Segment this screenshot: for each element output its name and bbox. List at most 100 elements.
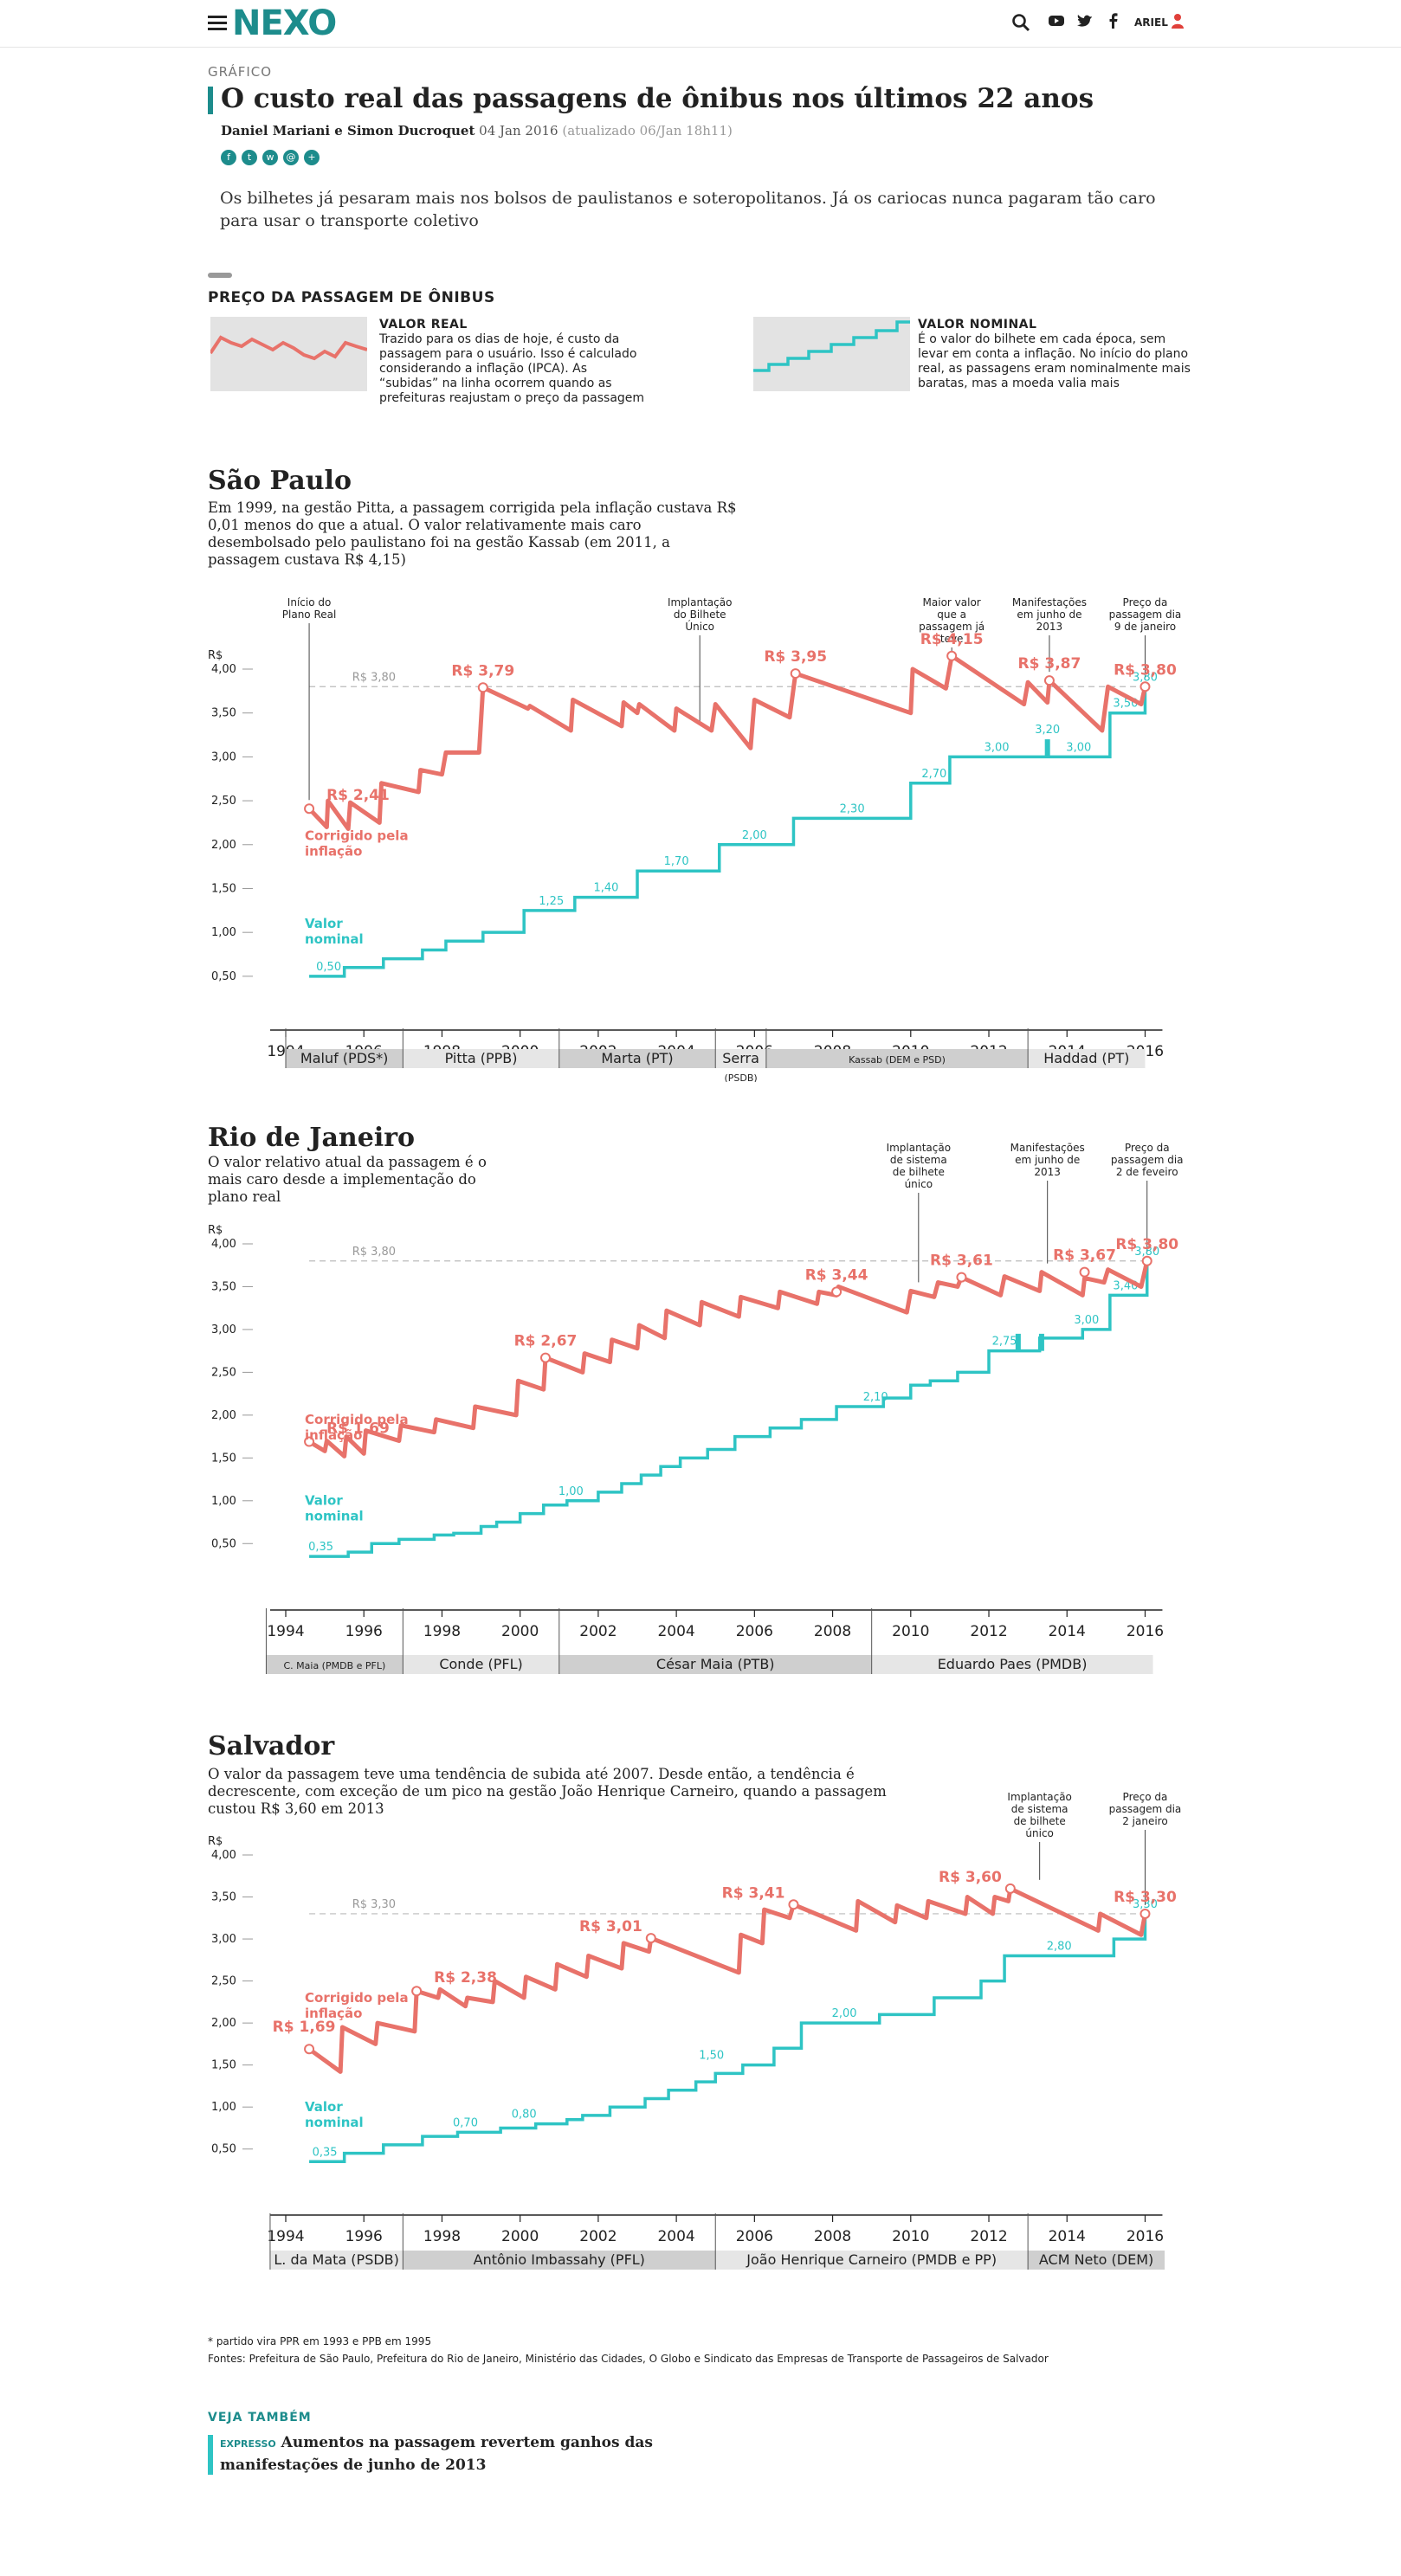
facebook-icon[interactable] [1108, 12, 1119, 29]
term-band [558, 1049, 716, 1068]
more-share-icon[interactable]: + [304, 150, 320, 165]
y-tick-label: 0,50 [211, 1537, 236, 1550]
real-value-label: R$ 2,41 [326, 787, 390, 804]
term-label: Haddad (PT) [1043, 1050, 1129, 1066]
chart-description-rio-de-janeiro: O valor relativo atual da passagem é o m… [208, 1154, 487, 1205]
nominal-spike [1038, 1333, 1044, 1351]
term-band [558, 1655, 872, 1674]
y-tick-label: 2,00 [211, 1409, 236, 1422]
nominal-value-label: 2,00 [742, 829, 767, 842]
twitter-icon[interactable] [1077, 14, 1093, 28]
reference-line-label: R$ 3,30 [352, 1898, 396, 1911]
y-tick-label: 3,50 [211, 707, 236, 720]
chart-title-salvador: Salvador [208, 1731, 335, 1761]
user-icon[interactable] [1172, 13, 1184, 29]
annotation-text: Preço da passagem dia 9 de janeiro [1109, 596, 1182, 633]
email-share-icon[interactable]: @ [283, 150, 299, 165]
youtube-icon[interactable] [1048, 14, 1065, 28]
term-label: Marta (PT) [601, 1050, 673, 1066]
whatsapp-share-icon[interactable]: w [262, 150, 278, 165]
chart-rio-de-janeiro: R$4,00 3,50 3,00 2,50 2,00 1,50 1,00 0,50 1994 19… [208, 1143, 1184, 1674]
section-label: GRÁFICO [208, 64, 273, 80]
y-tick-label: 0,50 [211, 2143, 236, 2156]
related-article-title[interactable]: Aumentos na passagem revertem ganhos das… [220, 2434, 653, 2474]
x-tick-label: 1994 [267, 1623, 304, 1640]
updated-date: (atualizado 06/Jan 18h11) [562, 123, 733, 138]
real-value-label: R$ 1,69 [273, 2019, 336, 2036]
x-tick-label: 2012 [970, 2228, 1007, 2245]
y-tick-label: 4,00 [211, 1238, 236, 1251]
real-value-label: R$ 3,79 [451, 662, 514, 679]
nexo-logo[interactable]: NEXO [232, 3, 337, 43]
x-tick-label: 2010 [892, 1623, 929, 1640]
real-value-label: R$ 3,01 [579, 1918, 642, 1935]
real-value-label: R$ 3,30 [1114, 1889, 1177, 1906]
term-label: L. da Mata (PSDB) [274, 2251, 399, 2268]
y-tick-label: 1,00 [211, 926, 236, 939]
x-tick-label: 1998 [423, 2228, 461, 2245]
annotation-text: Manifestações em junho de 2013 [1010, 1143, 1085, 1178]
chart-title-sao-paulo: São Paulo [208, 466, 352, 496]
y-tick-label: 2,00 [211, 839, 236, 852]
nominal-value-label: 3,80 [1133, 671, 1158, 684]
real-series-label: Corrigido pela inflação [305, 828, 409, 860]
annotation-text: Preço da passagem dia 2 janeiro [1109, 1791, 1182, 1827]
real-value-description: Trazido para os dias de hoje, é custo da… [379, 332, 645, 405]
term-band [266, 1655, 404, 1674]
term-band [403, 1655, 559, 1674]
real-value-label: R$ 3,60 [939, 1869, 1002, 1886]
facebook-share-icon[interactable]: f [221, 150, 236, 165]
twitter-share-icon[interactable]: t [242, 150, 257, 165]
term-band [286, 1049, 404, 1068]
menu-icon[interactable] [208, 16, 227, 30]
legend-divider [208, 273, 232, 278]
term-label: César Maia (PTB) [656, 1656, 775, 1672]
nominal-value-line [309, 1913, 1147, 2164]
nominal-series-label: Valor nominal [305, 916, 364, 947]
term-label: ACM Neto (DEM) [1039, 2251, 1153, 2268]
real-value-point [1043, 675, 1055, 686]
footnote-sources: Fontes: Prefeitura de São Paulo, Prefeit… [208, 2353, 1049, 2365]
nominal-value-label: 3,00 [985, 741, 1010, 754]
nominal-value-line [309, 686, 1147, 978]
footnote-party: * partido vira PPR em 1993 e PPB em 1995 [208, 2335, 432, 2347]
y-tick-label: 3,00 [211, 750, 236, 763]
annotation-text: Maior valor que a passagem já teve [919, 596, 985, 645]
annotation-text: Implantação de sistema de bilhete único [1007, 1791, 1072, 1839]
nominal-value-label: 0,80 [512, 2109, 537, 2122]
nominal-value-label: 0,70 [453, 2116, 478, 2129]
nominal-value-label: 1,00 [558, 1485, 584, 1498]
real-value-point [411, 1986, 423, 1997]
search-icon[interactable] [1011, 13, 1030, 32]
x-tick-label: 2016 [1127, 1623, 1164, 1640]
y-tick-label: 1,50 [211, 2059, 236, 2072]
term-label: João Henrique Carneiro (PMDB e PP) [746, 2251, 997, 2268]
x-tick-label: 2006 [736, 2228, 773, 2245]
real-value-label: R$ 3,67 [1053, 1247, 1116, 1265]
annotation-text: Início do Plano Real [282, 596, 337, 621]
y-axis-label: R$ [208, 649, 223, 662]
real-value-label: R$ 2,38 [434, 1969, 497, 1987]
real-value-line [307, 654, 1147, 832]
y-tick-label: 1,50 [211, 882, 236, 895]
real-value-label: R$ 2,67 [514, 1333, 578, 1350]
y-tick-label: 3,50 [211, 1280, 236, 1293]
article-lead: Os bilhetes já pesaram mais nos bolsos d… [220, 189, 1156, 230]
nominal-series-label: Valor nominal [305, 2099, 364, 2130]
nominal-value-label: 3,80 [1134, 1246, 1159, 1259]
term-label: Serra [722, 1050, 759, 1066]
term-band [765, 1049, 1029, 1068]
term-sublabel: (PSDB) [724, 1072, 757, 1082]
annotation-text: Preço da passagem dia 2 de feveiro [1111, 1143, 1184, 1178]
related-article-link[interactable]: EXPRESSO Aumentos na passagem revertem g… [220, 2432, 670, 2476]
real-value-point [1004, 1883, 1016, 1894]
top-navigation-bar: NEXO ARIEL [0, 0, 1401, 48]
authors[interactable]: Daniel Mariani e Simon Ducroquet [221, 123, 475, 138]
real-value-label: R$ 3,61 [930, 1253, 993, 1270]
user-name[interactable]: ARIEL [1134, 16, 1168, 29]
publish-date: 04 Jan 2016 [479, 123, 558, 138]
y-tick-label: 2,00 [211, 2017, 236, 2030]
real-value-label: R$ 1,69 [326, 1420, 390, 1438]
reference-line-label: R$ 3,80 [352, 1246, 396, 1259]
x-tick-label: 2000 [501, 2228, 539, 2245]
